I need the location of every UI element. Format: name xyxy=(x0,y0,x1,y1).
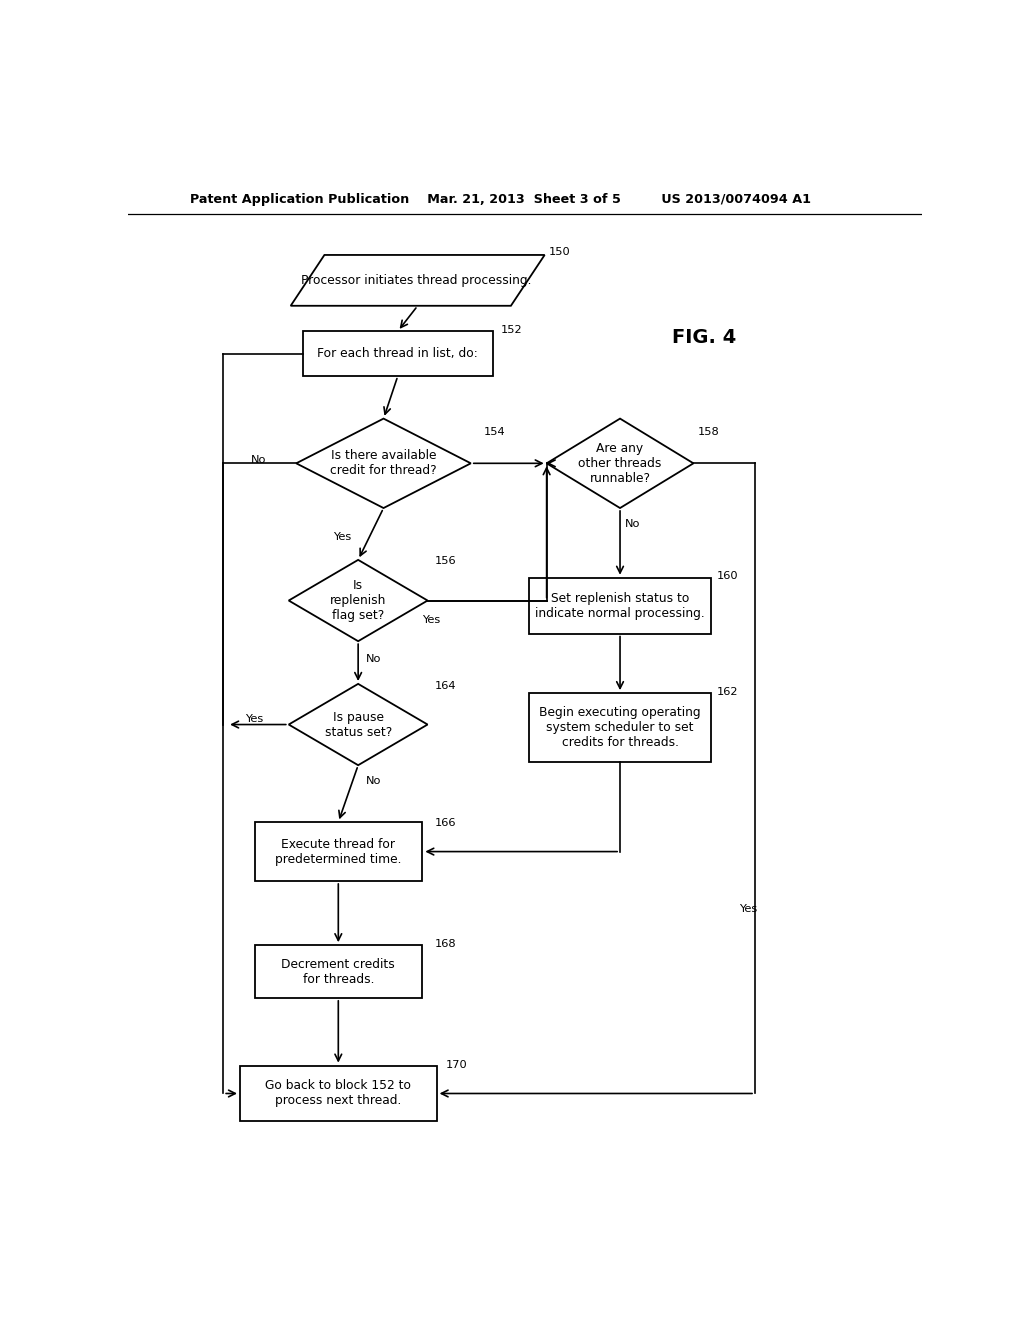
Text: Execute thread for
predetermined time.: Execute thread for predetermined time. xyxy=(275,838,401,866)
Text: No: No xyxy=(367,776,382,787)
Text: 170: 170 xyxy=(445,1060,467,1071)
Text: Is pause
status set?: Is pause status set? xyxy=(325,710,392,738)
Text: Is there available
credit for thread?: Is there available credit for thread? xyxy=(330,449,437,478)
Text: Yes: Yes xyxy=(422,615,440,624)
Text: Set replenish status to
indicate normal processing.: Set replenish status to indicate normal … xyxy=(536,591,705,619)
Text: 150: 150 xyxy=(549,247,570,257)
Text: 166: 166 xyxy=(434,818,456,828)
Text: 168: 168 xyxy=(434,939,456,949)
Text: Yes: Yes xyxy=(245,714,263,725)
Text: Go back to block 152 to
process next thread.: Go back to block 152 to process next thr… xyxy=(265,1080,412,1107)
Text: 164: 164 xyxy=(434,681,456,690)
Text: 160: 160 xyxy=(717,572,738,581)
Text: Are any
other threads
runnable?: Are any other threads runnable? xyxy=(579,442,662,484)
Text: 154: 154 xyxy=(483,426,505,437)
Text: 152: 152 xyxy=(501,325,522,335)
Text: 156: 156 xyxy=(434,556,456,566)
Text: FIG. 4: FIG. 4 xyxy=(672,327,736,347)
Text: Begin executing operating
system scheduler to set
credits for threads.: Begin executing operating system schedul… xyxy=(540,706,700,748)
Text: Processor initiates thread processing.: Processor initiates thread processing. xyxy=(301,273,531,286)
Text: Yes: Yes xyxy=(739,903,758,913)
Text: 162: 162 xyxy=(717,688,738,697)
Text: No: No xyxy=(367,655,382,664)
Text: Yes: Yes xyxy=(333,532,351,541)
Text: Decrement credits
for threads.: Decrement credits for threads. xyxy=(282,957,395,986)
Text: Is
replenish
flag set?: Is replenish flag set? xyxy=(330,579,386,622)
Text: 158: 158 xyxy=(697,426,720,437)
Text: No: No xyxy=(625,519,640,529)
Text: Patent Application Publication    Mar. 21, 2013  Sheet 3 of 5         US 2013/00: Patent Application Publication Mar. 21, … xyxy=(189,193,811,206)
Text: For each thread in list, do:: For each thread in list, do: xyxy=(317,347,478,360)
Text: No: No xyxy=(251,455,266,465)
